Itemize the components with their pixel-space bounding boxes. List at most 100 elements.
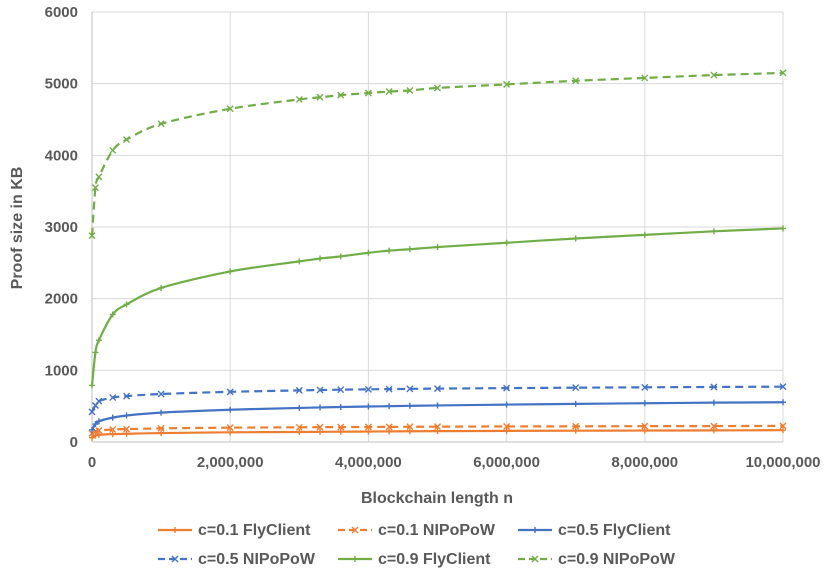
data-point-5-13 <box>434 84 441 92</box>
data-point-5-0-b <box>88 232 96 240</box>
data-point-4-10 <box>365 249 372 256</box>
series-layer <box>88 69 787 441</box>
data-point-5-3-b <box>109 146 117 154</box>
data-point-4-8 <box>317 255 324 262</box>
data-point-0-12 <box>406 428 413 435</box>
data-point-5-9-b <box>337 91 345 99</box>
x-tick-label: 10,000,000 <box>745 454 820 471</box>
legend-label-5: c=0.9 NIPoPoW <box>558 551 676 568</box>
data-point-4-15 <box>572 235 579 242</box>
data-point-1-12 <box>406 423 414 431</box>
data-point-2-9 <box>337 404 344 411</box>
data-point-2-4 <box>123 412 130 419</box>
legend-label-3: c=0.5 NIPoPoW <box>198 551 316 568</box>
data-point-5-3 <box>109 146 117 154</box>
legend-label-0: c=0.1 FlyClient <box>198 522 311 539</box>
data-point-5-7 <box>295 95 303 103</box>
data-point-1-10 <box>364 423 372 431</box>
data-point-2-16 <box>641 400 648 407</box>
data-point-1-10-b <box>364 423 372 431</box>
y-tick-label: 4000 <box>45 147 78 164</box>
data-point-1-2 <box>95 427 103 435</box>
data-point-1-6 <box>226 424 234 432</box>
data-point-1-18 <box>779 422 787 430</box>
legend: c=0.1 FlyClient c=0.1 NIPoPoW c=0.5 FlyCli… <box>158 522 676 568</box>
data-point-4-4 <box>123 301 130 308</box>
data-point-1-8-b <box>316 423 324 431</box>
data-point-5-1 <box>91 184 99 192</box>
data-point-1-11 <box>385 423 393 431</box>
data-point-1-14-b <box>503 422 511 430</box>
legend-label-4: c=0.9 FlyClient <box>378 551 491 568</box>
series-4 <box>89 225 786 389</box>
data-point-5-6-b <box>226 105 234 113</box>
x-tick-label: 0 <box>88 454 96 471</box>
data-point-2-11 <box>386 403 393 410</box>
data-point-0-5 <box>158 430 165 437</box>
data-point-3-3 <box>109 394 117 402</box>
data-point-1-17 <box>710 422 718 430</box>
data-point-0-8 <box>317 428 324 435</box>
data-point-3-3-b <box>109 394 117 402</box>
y-tick-label: 2000 <box>45 291 78 308</box>
legend-marker-0 <box>172 527 178 533</box>
data-point-5-4 <box>123 136 131 144</box>
data-point-1-16-b <box>641 422 649 430</box>
data-point-3-10 <box>364 385 372 393</box>
data-point-5-14 <box>503 80 511 88</box>
data-point-3-11-b <box>385 385 393 393</box>
data-point-0-9 <box>337 428 344 435</box>
legend-item-2: c=0.5 FlyClient <box>518 522 671 539</box>
data-point-1-17-b <box>710 422 718 430</box>
legend-label-2: c=0.5 FlyClient <box>558 522 671 539</box>
y-axis-title: Proof size in KB <box>9 167 26 290</box>
data-point-5-17 <box>710 71 718 79</box>
data-point-5-10-b <box>364 89 372 97</box>
data-point-0-3 <box>109 431 116 438</box>
data-point-5-17-b <box>710 71 718 79</box>
series-2 <box>89 399 786 433</box>
data-point-5-8 <box>316 93 324 101</box>
data-point-3-4-b <box>123 392 131 400</box>
data-point-1-15 <box>572 422 580 430</box>
data-point-1-11-b <box>385 423 393 431</box>
series-line-1 <box>91 424 784 435</box>
data-point-4-1 <box>92 349 99 356</box>
data-point-1-5 <box>157 424 165 432</box>
data-point-0-2 <box>95 431 102 438</box>
data-point-4-7 <box>296 258 303 265</box>
data-point-4-6 <box>227 268 234 275</box>
data-point-1-9 <box>337 423 345 431</box>
data-point-1-16 <box>641 422 649 430</box>
y-tick-label: 1000 <box>45 362 78 379</box>
data-point-5-8-b <box>316 93 324 101</box>
data-point-1-18-b <box>779 422 787 430</box>
data-point-0-7 <box>296 428 303 435</box>
series-1 <box>88 422 787 437</box>
data-point-1-2-b <box>95 427 103 435</box>
data-point-3-8-b <box>316 386 324 394</box>
data-point-0-13 <box>434 428 441 435</box>
data-point-4-13 <box>434 244 441 251</box>
data-point-0-17 <box>710 427 717 434</box>
data-point-3-2-b <box>95 397 103 405</box>
y-tick-label: 6000 <box>45 4 78 21</box>
data-point-0-14 <box>503 427 510 434</box>
data-point-3-14-b <box>503 384 511 392</box>
data-point-4-11 <box>386 247 393 254</box>
data-point-3-7 <box>295 386 303 394</box>
data-point-3-2 <box>95 397 103 405</box>
legend-marker-5 <box>531 555 539 563</box>
data-point-5-2-b <box>95 173 103 181</box>
data-point-0-0 <box>89 434 95 441</box>
data-point-2-7 <box>296 404 303 411</box>
data-point-3-12-b <box>406 385 414 393</box>
data-point-4-2 <box>95 337 102 344</box>
data-point-1-4 <box>123 425 131 433</box>
legend-item-5: c=0.9 NIPoPoW <box>518 551 676 568</box>
data-point-4-3 <box>109 311 116 318</box>
data-point-1-14 <box>503 422 511 430</box>
data-point-3-9-b <box>337 386 345 394</box>
data-point-5-11-b <box>385 88 393 96</box>
